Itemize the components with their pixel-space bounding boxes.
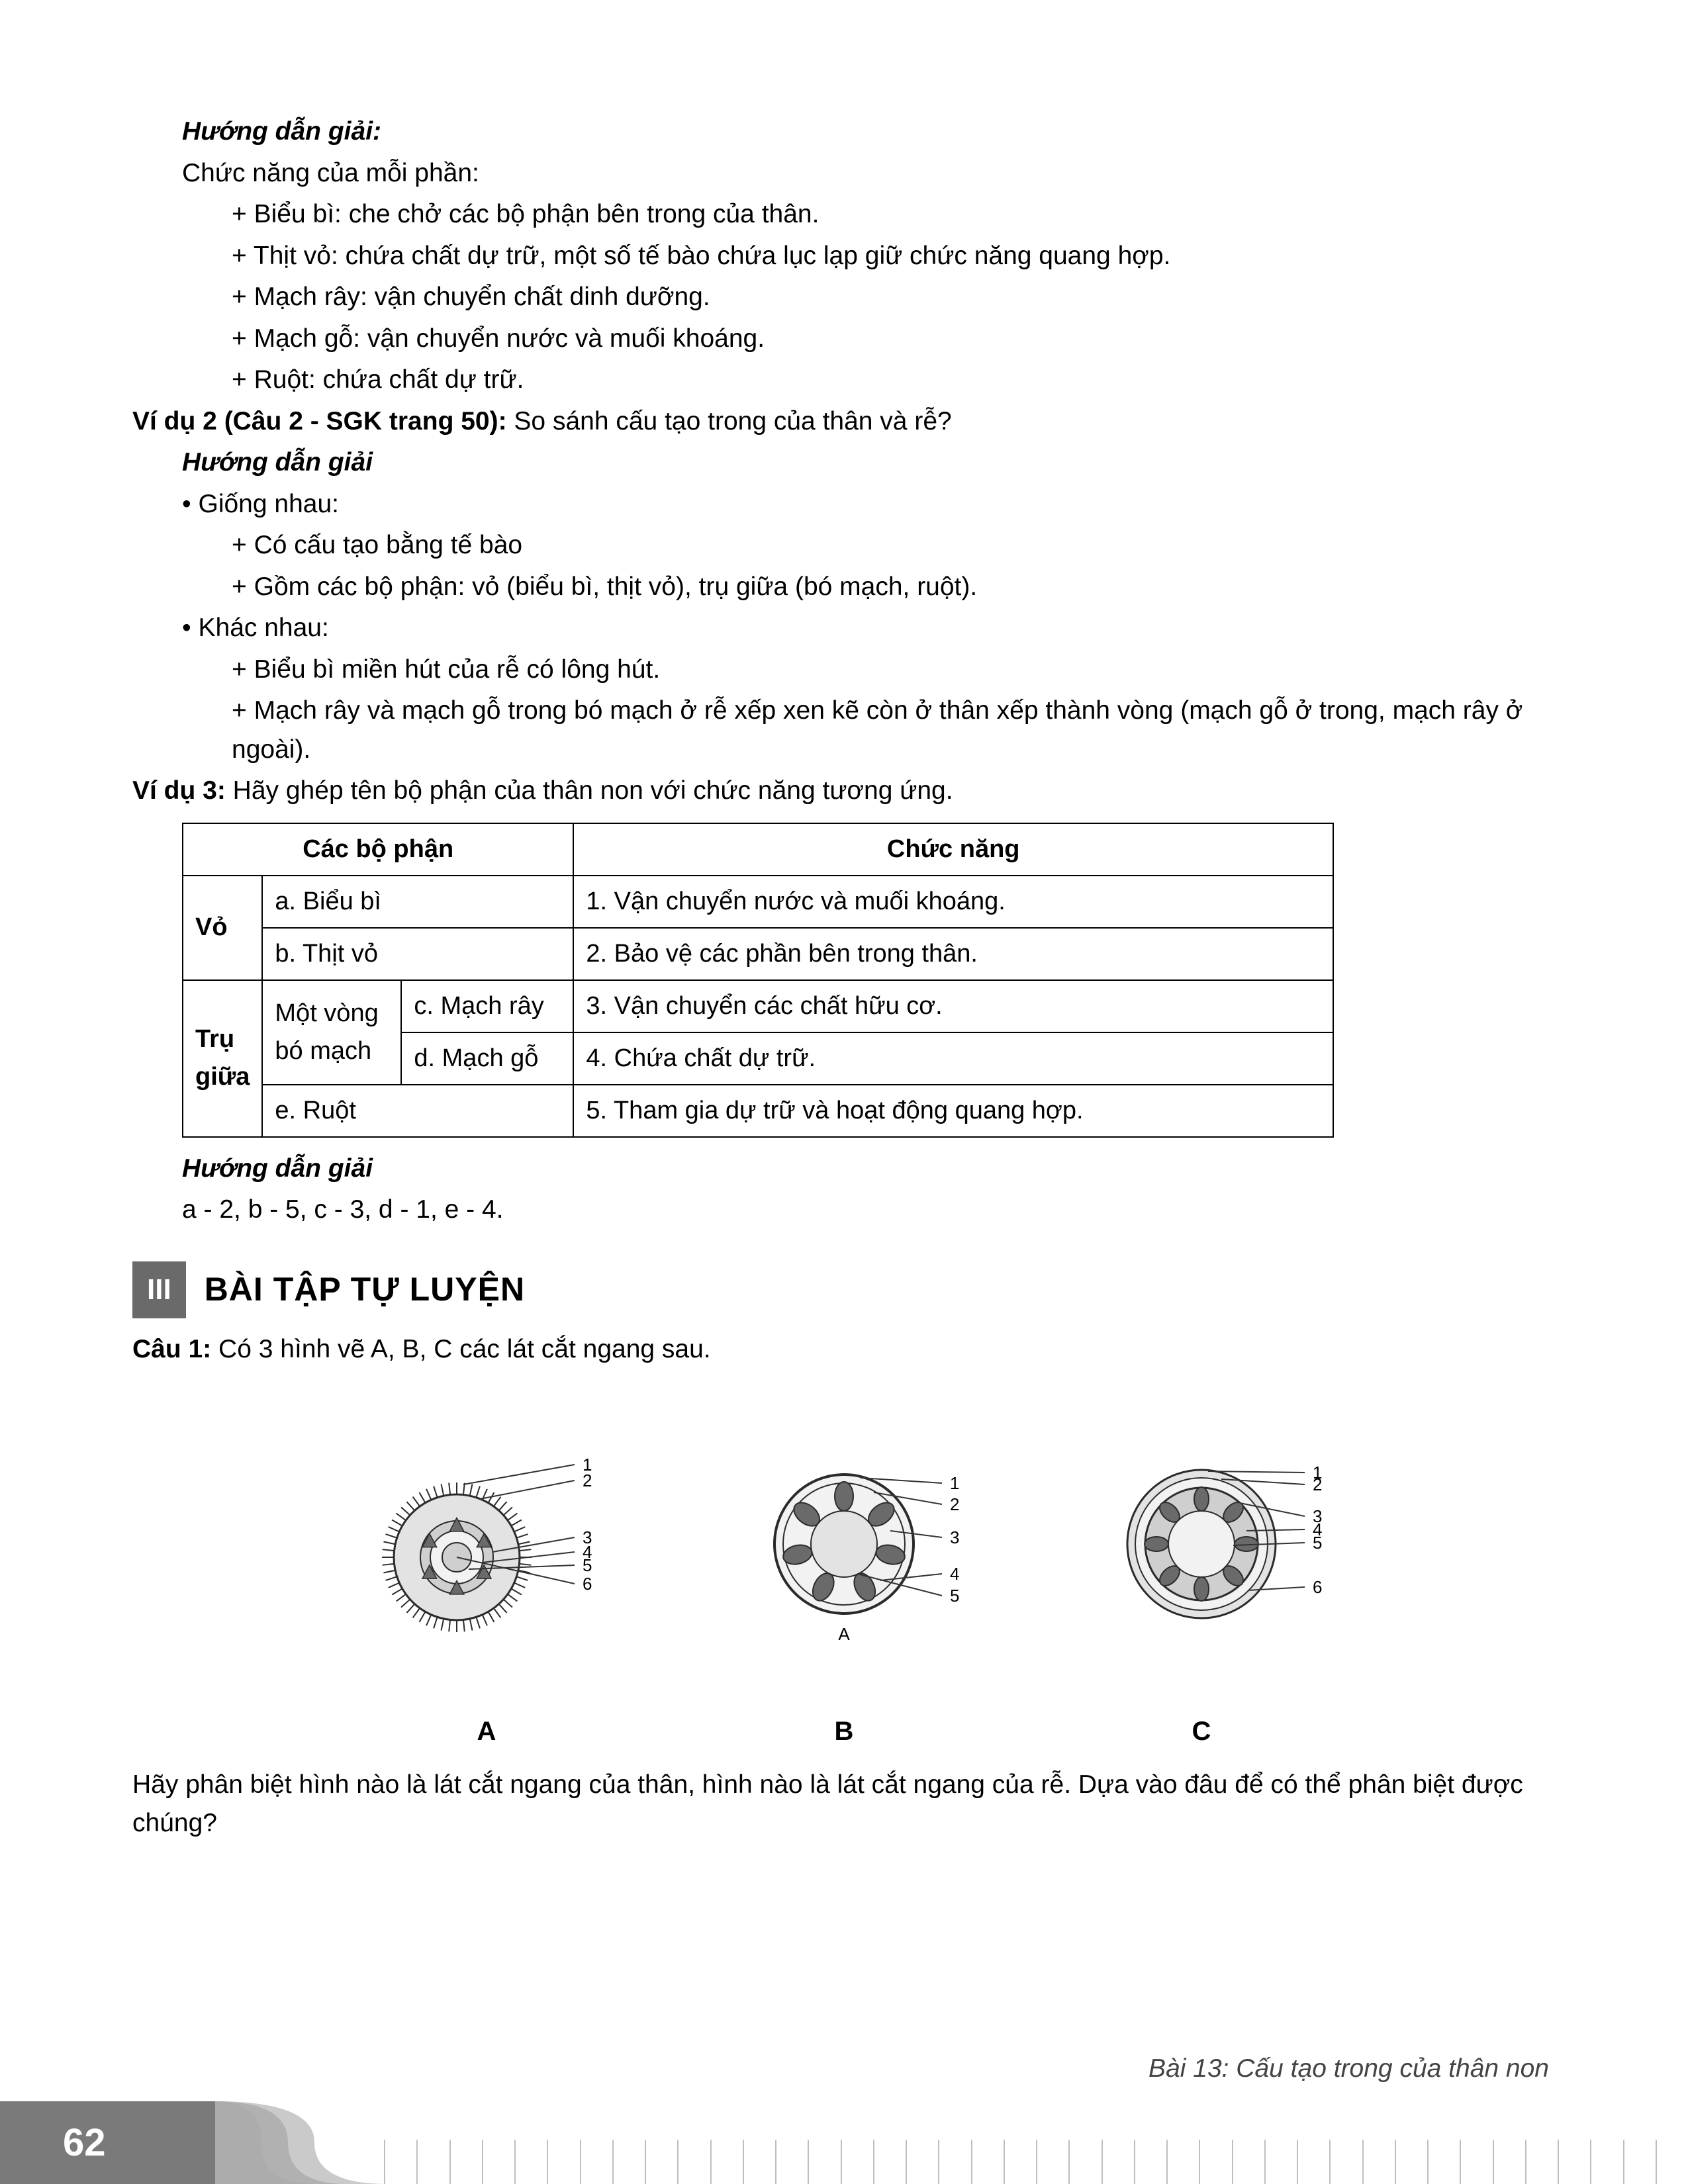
func-item: + Mạch rây: vận chuyển chất dinh dưỡng. (132, 278, 1556, 317)
svg-text:1: 1 (950, 1473, 959, 1493)
table-row: e. Ruột 5. Tham gia dự trữ và hoạt động … (183, 1085, 1333, 1137)
svg-text:5: 5 (950, 1586, 959, 1606)
section-number-badge: III (132, 1261, 186, 1318)
svg-text:2: 2 (950, 1494, 959, 1514)
svg-text:6: 6 (583, 1574, 592, 1594)
func-cell: 1. Vận chuyển nước và muối khoáng. (573, 876, 1333, 928)
func-cell: 3. Vận chuyển các chất hữu cơ. (573, 980, 1333, 1032)
diff-item: + Mạch rây và mạch gỗ trong bó mạch ở rễ… (132, 692, 1556, 769)
diagram-c: 123456 (1059, 1402, 1344, 1686)
example-2: Ví dụ 2 (Câu 2 - SGK trang 50): So sánh … (132, 402, 1556, 441)
page-body: Hướng dẫn giải: Chức năng của mỗi phần: … (0, 0, 1688, 1843)
func-cell: 2. Bảo vệ các phần bên trong thân. (573, 928, 1333, 980)
question-1-label: Câu 1: (132, 1335, 211, 1363)
page-number: 62 (0, 2101, 218, 2184)
guide-heading: Hướng dẫn giải (132, 1150, 1556, 1189)
section-title: BÀI TẬP TỰ LUYỆN (205, 1265, 525, 1314)
section-header: III BÀI TẬP TỰ LUYỆN (132, 1261, 1556, 1318)
svg-text:5: 5 (1313, 1533, 1322, 1553)
header-parts: Các bộ phận (183, 823, 573, 876)
function-intro: Chức năng của mỗi phần: (132, 154, 1556, 193)
diagram-a-col: 123456 A (344, 1402, 629, 1751)
diagram-c-label: C (1059, 1711, 1344, 1751)
func-cell: 4. Chứa chất dự trữ. (573, 1032, 1333, 1085)
sub-ring: Một vòng bó mạch (262, 980, 401, 1085)
func-item: + Biểu bì: che chở các bộ phận bên trong… (132, 195, 1556, 234)
part-cell: b. Thịt vỏ (262, 928, 573, 980)
diagrams-row: 123456 A 12345A B 123456 C (132, 1402, 1556, 1751)
svg-text:2: 2 (1313, 1475, 1322, 1494)
same-label: • Giống nhau: (132, 485, 1556, 524)
same-item: + Gồm các bộ phận: vỏ (biểu bì, thịt vỏ)… (132, 568, 1556, 607)
footer-ticks (384, 2140, 1688, 2184)
func-item: + Ruột: chứa chất dự trữ. (132, 361, 1556, 400)
answer-line: a - 2, b - 5, c - 3, d - 1, e - 4. (132, 1191, 1556, 1230)
question-1: Câu 1: Có 3 hình vẽ A, B, C các lát cắt … (132, 1330, 1556, 1369)
svg-text:3: 3 (950, 1527, 959, 1547)
page-footer: Bài 13: Cấu tạo trong của thân non 62 (0, 2045, 1688, 2184)
example-3-label: Ví dụ 3: (132, 776, 226, 805)
example-2-label: Ví dụ 2 (Câu 2 - SGK trang 50): (132, 407, 507, 435)
diff-item: + Biểu bì miền hút của rễ có lông hút. (132, 651, 1556, 690)
diagram-a: 123456 (344, 1402, 629, 1686)
example-3-text: Hãy ghép tên bộ phận của thân non với ch… (226, 776, 953, 805)
diagram-b-label: B (702, 1711, 986, 1751)
svg-text:2: 2 (583, 1471, 592, 1490)
svg-text:4: 4 (950, 1564, 959, 1584)
func-item: + Thịt vỏ: chứa chất dự trữ, một số tế b… (132, 237, 1556, 276)
group-tru-giua: Trụ giữa (183, 980, 262, 1137)
func-item: + Mạch gỗ: vận chuyển nước và muối khoán… (132, 320, 1556, 359)
svg-text:6: 6 (1313, 1577, 1322, 1597)
table-row: Vỏ a. Biểu bì 1. Vận chuyển nước và muối… (183, 876, 1333, 928)
diagram-b-col: 12 3 45 A B (702, 1402, 986, 1751)
same-item: + Có cấu tạo bằng tế bào (132, 526, 1556, 565)
group-vo: Vỏ (183, 876, 262, 980)
lesson-title-footer: Bài 13: Cấu tạo trong của thân non (1149, 2050, 1549, 2089)
example-3: Ví dụ 3: Hãy ghép tên bộ phận của thân n… (132, 772, 1556, 811)
part-cell: d. Mạch gỗ (401, 1032, 573, 1085)
matching-table: Các bộ phận Chức năng Vỏ a. Biểu bì 1. V… (182, 823, 1334, 1138)
part-cell: a. Biểu bì (262, 876, 573, 928)
part-cell: c. Mạch rây (401, 980, 573, 1032)
table-row: Trụ giữa Một vòng bó mạch c. Mạch rây 3.… (183, 980, 1333, 1032)
guide-heading: Hướng dẫn giải (132, 443, 1556, 482)
question-1-text: Có 3 hình vẽ A, B, C các lát cắt ngang s… (211, 1335, 710, 1363)
diagram-c-col: 123456 C (1059, 1402, 1344, 1751)
svg-text:A: A (838, 1624, 850, 1644)
func-cell: 5. Tham gia dự trữ và hoạt động quang hợ… (573, 1085, 1333, 1137)
diff-label: • Khác nhau: (132, 609, 1556, 648)
diagram-b: 12 3 45 A (702, 1402, 986, 1686)
svg-text:5: 5 (583, 1555, 592, 1575)
question-1-followup: Hãy phân biệt hình nào là lát cắt ngang … (132, 1766, 1556, 1843)
diagram-a-label: A (344, 1711, 629, 1751)
example-2-text: So sánh cấu tạo trong của thân và rễ? (507, 407, 952, 435)
header-functions: Chức năng (573, 823, 1333, 876)
part-cell: e. Ruột (262, 1085, 573, 1137)
table-row: b. Thịt vỏ 2. Bảo vệ các phần bên trong … (183, 928, 1333, 980)
guide-heading: Hướng dẫn giải: (132, 113, 1556, 152)
footer-wave-decoration (215, 2101, 387, 2184)
table-row: Các bộ phận Chức năng (183, 823, 1333, 876)
